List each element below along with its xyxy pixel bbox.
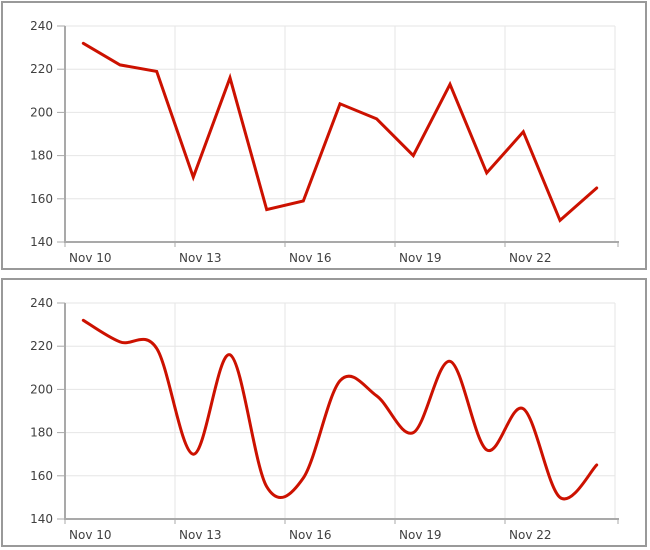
line-chart-panel: 140 160 180 200 220 240 Nov 10 Nov 13 Nov 16 Nov … [1,1,647,270]
line-series-line [81,41,599,223]
y-axis-label: 220 [30,62,53,76]
x-axis-label: Nov 22 [509,251,552,265]
y-axis-label: 140 [30,235,53,249]
x-axis-label: Nov 19 [399,251,442,265]
spline-chart-canvas: 140 160 180 200 220 240 Nov 10 Nov 13 Nov 16 Nov … [30,296,619,542]
x-axis-label: Nov 10 [69,528,112,542]
y-axis-label: 240 [30,19,53,33]
x-axis-label: Nov 10 [69,251,112,265]
x-axis-label: Nov 16 [289,251,332,265]
x-axis-label: Nov 22 [509,528,552,542]
y-axis-label: 200 [30,382,53,396]
y-axis-label: 180 [30,426,53,440]
line-chart-canvas: 140 160 180 200 220 240 Nov 10 Nov 13 Nov 16 Nov … [30,19,619,265]
spline-chart-panel: 140 160 180 200 220 240 Nov 10 Nov 13 Nov 16 Nov … [1,278,647,547]
x-axis-label: Nov 16 [289,528,332,542]
y-axis-label: 200 [30,105,53,119]
y-axis-label: 220 [30,339,53,353]
spline-series-line [81,318,599,501]
y-axis-label: 140 [30,512,53,526]
x-axis-label: Nov 13 [179,251,222,265]
y-axis-label: 240 [30,296,53,310]
y-axis-label: 160 [30,469,53,483]
y-axis-label: 180 [30,149,53,163]
x-axis-label: Nov 19 [399,528,442,542]
x-axis-label: Nov 13 [179,528,222,542]
y-axis-label: 160 [30,192,53,206]
